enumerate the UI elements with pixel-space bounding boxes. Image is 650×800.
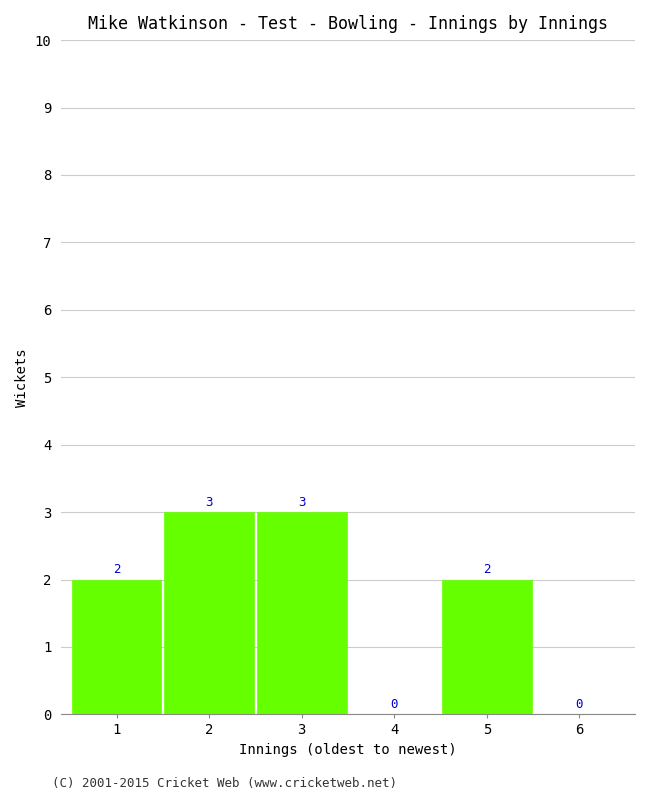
Bar bbox=[257, 512, 346, 714]
Y-axis label: Wickets: Wickets bbox=[15, 348, 29, 406]
Bar bbox=[72, 579, 161, 714]
Text: 2: 2 bbox=[113, 563, 120, 576]
Bar bbox=[164, 512, 254, 714]
Text: (C) 2001-2015 Cricket Web (www.cricketweb.net): (C) 2001-2015 Cricket Web (www.cricketwe… bbox=[52, 778, 397, 790]
Text: 0: 0 bbox=[391, 698, 398, 711]
Text: 3: 3 bbox=[298, 496, 305, 509]
Text: 2: 2 bbox=[483, 563, 491, 576]
Bar bbox=[442, 579, 532, 714]
Title: Mike Watkinson - Test - Bowling - Innings by Innings: Mike Watkinson - Test - Bowling - Inning… bbox=[88, 15, 608, 33]
X-axis label: Innings (oldest to newest): Innings (oldest to newest) bbox=[239, 743, 457, 757]
Text: 3: 3 bbox=[205, 496, 213, 509]
Text: 0: 0 bbox=[576, 698, 583, 711]
